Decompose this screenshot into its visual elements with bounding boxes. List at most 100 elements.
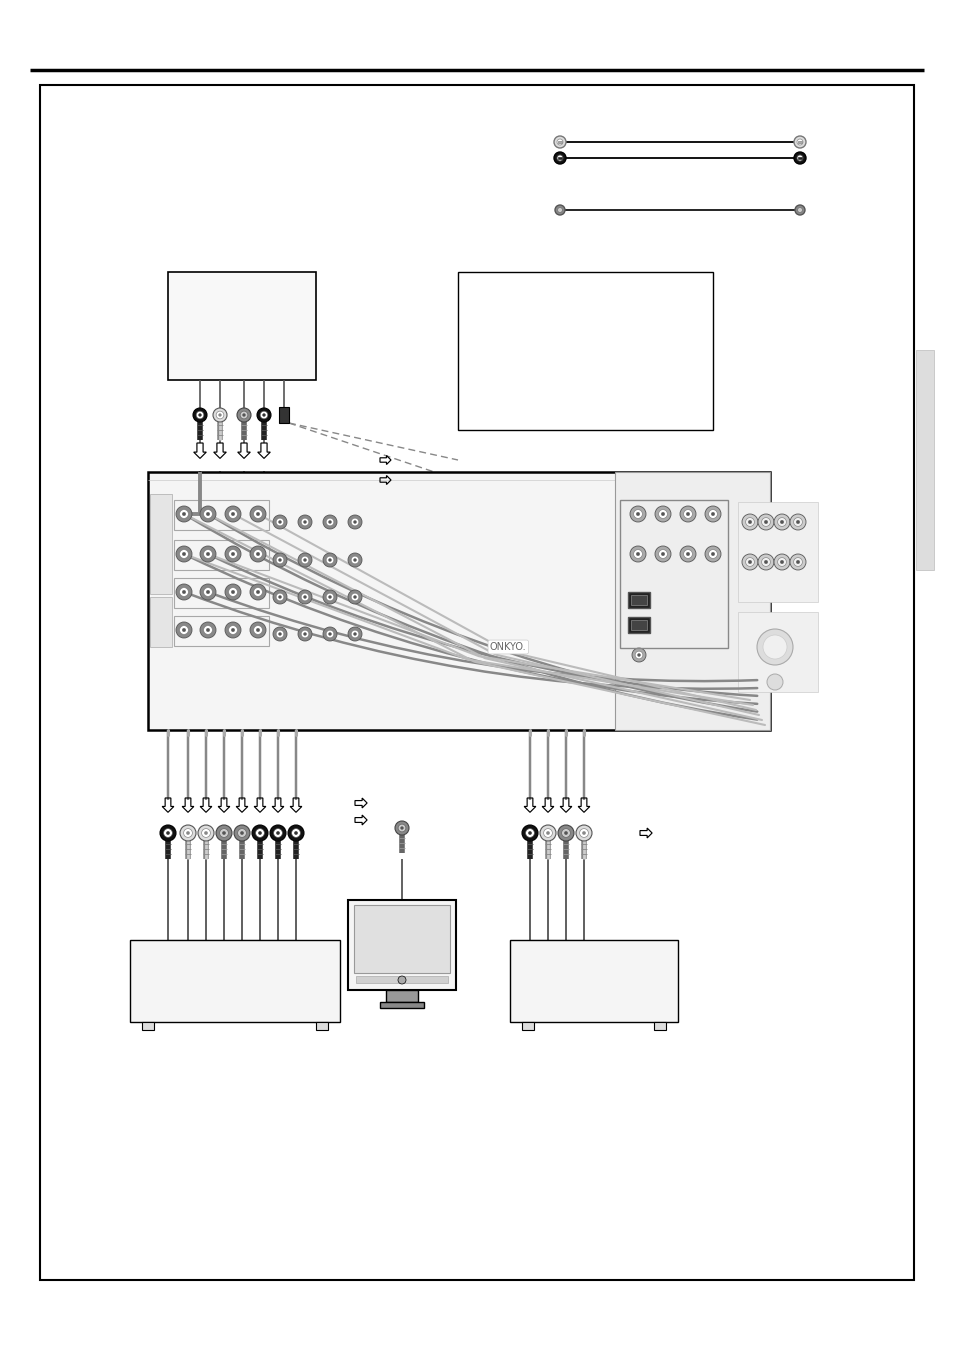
Bar bbox=[173, 540, 269, 570]
Circle shape bbox=[711, 512, 714, 516]
Circle shape bbox=[193, 408, 207, 422]
Circle shape bbox=[225, 507, 241, 521]
Circle shape bbox=[240, 831, 243, 835]
Circle shape bbox=[796, 139, 802, 145]
Circle shape bbox=[160, 825, 175, 842]
Circle shape bbox=[262, 413, 265, 416]
Circle shape bbox=[793, 558, 801, 566]
Circle shape bbox=[297, 590, 312, 604]
Circle shape bbox=[763, 520, 767, 524]
Circle shape bbox=[183, 828, 193, 838]
Circle shape bbox=[231, 628, 234, 632]
Circle shape bbox=[253, 509, 262, 519]
Circle shape bbox=[554, 136, 565, 149]
Circle shape bbox=[252, 825, 268, 842]
Bar bbox=[168, 272, 315, 380]
Bar bbox=[355, 975, 448, 984]
Circle shape bbox=[260, 411, 268, 419]
Circle shape bbox=[297, 553, 312, 567]
Circle shape bbox=[233, 825, 250, 842]
Bar bbox=[457, 272, 712, 430]
Circle shape bbox=[683, 509, 692, 519]
Circle shape bbox=[543, 828, 552, 838]
Bar bbox=[738, 503, 817, 603]
Circle shape bbox=[182, 553, 186, 555]
Circle shape bbox=[789, 554, 805, 570]
Circle shape bbox=[711, 553, 714, 555]
Circle shape bbox=[557, 208, 562, 212]
Circle shape bbox=[637, 654, 639, 657]
Circle shape bbox=[576, 825, 592, 842]
Circle shape bbox=[213, 408, 227, 422]
Circle shape bbox=[206, 512, 210, 516]
Circle shape bbox=[231, 512, 234, 516]
Circle shape bbox=[685, 553, 689, 555]
Circle shape bbox=[206, 590, 210, 593]
Circle shape bbox=[328, 520, 332, 524]
Circle shape bbox=[179, 626, 188, 635]
Circle shape bbox=[558, 825, 574, 842]
Circle shape bbox=[636, 512, 639, 516]
Circle shape bbox=[557, 155, 562, 161]
Circle shape bbox=[278, 520, 281, 524]
Circle shape bbox=[231, 590, 234, 593]
Circle shape bbox=[777, 558, 785, 566]
Circle shape bbox=[395, 821, 409, 835]
Circle shape bbox=[270, 825, 286, 842]
Circle shape bbox=[242, 413, 245, 416]
Circle shape bbox=[236, 408, 251, 422]
Circle shape bbox=[354, 520, 356, 524]
Circle shape bbox=[253, 626, 262, 635]
Circle shape bbox=[179, 509, 188, 519]
Circle shape bbox=[397, 824, 405, 832]
Circle shape bbox=[780, 520, 783, 524]
Circle shape bbox=[256, 628, 259, 632]
Circle shape bbox=[741, 554, 758, 570]
Circle shape bbox=[579, 828, 588, 838]
Bar bbox=[627, 592, 649, 608]
Circle shape bbox=[660, 553, 664, 555]
Circle shape bbox=[741, 513, 758, 530]
Circle shape bbox=[203, 588, 213, 596]
Circle shape bbox=[229, 550, 237, 558]
Circle shape bbox=[400, 827, 403, 830]
Circle shape bbox=[789, 513, 805, 530]
Circle shape bbox=[182, 590, 186, 593]
Circle shape bbox=[297, 627, 312, 640]
Circle shape bbox=[658, 550, 667, 558]
Circle shape bbox=[633, 509, 641, 519]
Circle shape bbox=[539, 825, 556, 842]
Circle shape bbox=[554, 153, 565, 163]
Bar bbox=[150, 597, 172, 647]
Circle shape bbox=[179, 588, 188, 596]
Circle shape bbox=[216, 411, 224, 419]
Circle shape bbox=[206, 553, 210, 555]
Circle shape bbox=[301, 519, 309, 526]
Circle shape bbox=[225, 546, 241, 562]
Circle shape bbox=[323, 515, 336, 530]
Circle shape bbox=[629, 507, 645, 521]
Circle shape bbox=[354, 632, 356, 635]
Circle shape bbox=[326, 519, 334, 526]
Circle shape bbox=[546, 831, 549, 835]
Circle shape bbox=[704, 507, 720, 521]
Circle shape bbox=[633, 550, 641, 558]
Circle shape bbox=[275, 519, 284, 526]
Bar bbox=[386, 990, 417, 1002]
Circle shape bbox=[274, 828, 282, 838]
Circle shape bbox=[250, 507, 266, 521]
Circle shape bbox=[561, 828, 570, 838]
Circle shape bbox=[237, 828, 246, 838]
Circle shape bbox=[256, 512, 259, 516]
Circle shape bbox=[273, 627, 287, 640]
Circle shape bbox=[163, 828, 172, 838]
Circle shape bbox=[708, 550, 717, 558]
Circle shape bbox=[351, 630, 358, 638]
Circle shape bbox=[679, 507, 696, 521]
Bar bbox=[654, 1021, 665, 1029]
Bar bbox=[173, 500, 269, 530]
Circle shape bbox=[201, 828, 211, 838]
Circle shape bbox=[323, 553, 336, 567]
Circle shape bbox=[557, 139, 562, 145]
Circle shape bbox=[760, 558, 770, 566]
